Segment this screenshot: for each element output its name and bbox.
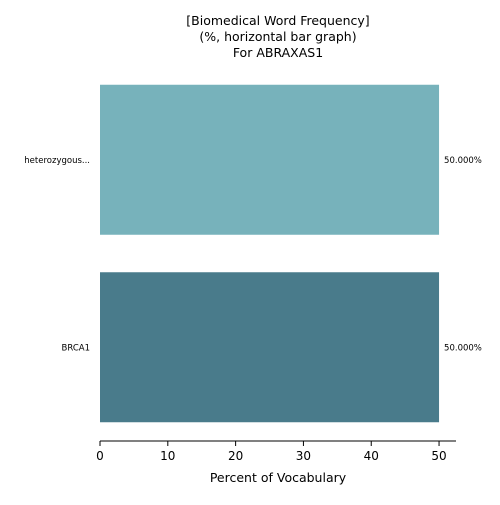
bar-value-label-0: 50.000% bbox=[444, 156, 482, 166]
category-label-0: heterozygous... bbox=[24, 156, 90, 166]
bar-0 bbox=[100, 84, 440, 235]
x-tick-label-4: 40 bbox=[364, 449, 379, 463]
x-tick-label-1: 10 bbox=[160, 449, 175, 463]
chart-title-line-1: [Biomedical Word Frequency] bbox=[186, 13, 369, 28]
bars-group: heterozygous... 50.000% BRCA1 50.000% bbox=[24, 84, 482, 423]
chart-title-line-3: For ABRAXAS1 bbox=[233, 45, 323, 60]
x-tick-label-5: 50 bbox=[431, 449, 446, 463]
x-tick-label-3: 30 bbox=[296, 449, 311, 463]
chart-title-line-2: (%, horizontal bar graph) bbox=[199, 29, 356, 44]
bar-1 bbox=[100, 272, 440, 423]
x-tick-label-2: 20 bbox=[228, 449, 243, 463]
x-ticks: 0 10 20 30 40 50 bbox=[96, 441, 447, 463]
chart-title: [Biomedical Word Frequency] (%, horizont… bbox=[186, 13, 369, 60]
x-axis: 0 10 20 30 40 50 Percent of Vocabulary bbox=[96, 440, 456, 485]
x-tick-label-0: 0 bbox=[96, 449, 104, 463]
bar-value-label-1: 50.000% bbox=[444, 343, 482, 353]
x-axis-title: Percent of Vocabulary bbox=[210, 470, 347, 485]
category-label-1: BRCA1 bbox=[62, 343, 90, 353]
